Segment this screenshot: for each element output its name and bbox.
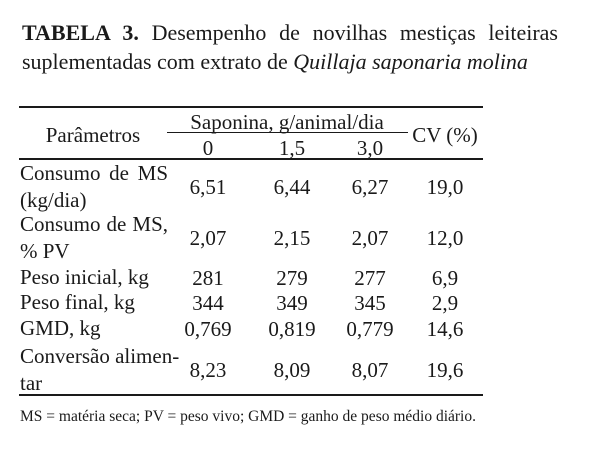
- bottom-rule: [19, 394, 483, 396]
- value-cell: 8,09: [273, 358, 311, 382]
- caption-text: Desempenho de novilhas mestiças leiteira…: [22, 20, 558, 74]
- cv-cell: 14,6: [426, 317, 464, 341]
- value-cell: 2,07: [189, 226, 227, 250]
- cv-cell: 2,9: [431, 291, 459, 315]
- header-dose-0: 0: [202, 136, 214, 160]
- value-cell: 281: [192, 266, 224, 290]
- cv-cell: 19,0: [426, 175, 464, 199]
- value-cell: 277: [354, 266, 386, 290]
- value-cell: 0,819: [268, 317, 316, 341]
- value-cell: 349: [276, 291, 308, 315]
- value-cell: 2,15: [273, 226, 311, 250]
- cv-cell: 12,0: [426, 226, 464, 250]
- header-dose-2: 3,0: [356, 136, 384, 160]
- value-cell: 6,44: [273, 175, 311, 199]
- row-label: Conversão alimen-tar: [20, 344, 180, 395]
- table-number: TABELA 3.: [22, 20, 139, 45]
- value-cell: 6,27: [351, 175, 389, 199]
- value-cell: 2,07: [351, 226, 389, 250]
- table-caption: TABELA 3. Desempenho de novilhas mestiça…: [22, 18, 558, 76]
- row-label: Consumo de MS (kg/dia): [20, 161, 168, 212]
- row-label: Peso inicial, kg: [20, 265, 149, 289]
- top-rule: [19, 106, 483, 108]
- header-rule: [19, 158, 483, 160]
- cv-cell: 6,9: [431, 266, 459, 290]
- value-cell: 344: [192, 291, 224, 315]
- value-cell: 8,07: [351, 358, 389, 382]
- footnote: MS = matéria seca; PV = peso vivo; GMD =…: [20, 408, 476, 425]
- value-cell: 0,779: [346, 317, 394, 341]
- cv-cell: 19,6: [426, 358, 464, 382]
- caption-species: Quillaja saponaria molina: [293, 49, 528, 74]
- row-label: Consumo de MS, % PV: [20, 212, 168, 263]
- header-saponina: Saponina, g/animal/dia: [190, 110, 384, 134]
- value-cell: 8,23: [189, 358, 227, 382]
- row-label: Peso final, kg: [20, 290, 135, 314]
- value-cell: 0,769: [184, 317, 232, 341]
- value-cell: 6,51: [189, 175, 227, 199]
- group-rule: [167, 132, 408, 133]
- header-dose-1: 1,5: [278, 136, 306, 160]
- value-cell: 279: [276, 266, 308, 290]
- header-parametros: Parâmetros: [45, 123, 141, 147]
- header-cv: CV (%): [412, 123, 478, 147]
- value-cell: 345: [354, 291, 386, 315]
- row-label: GMD, kg: [20, 316, 101, 340]
